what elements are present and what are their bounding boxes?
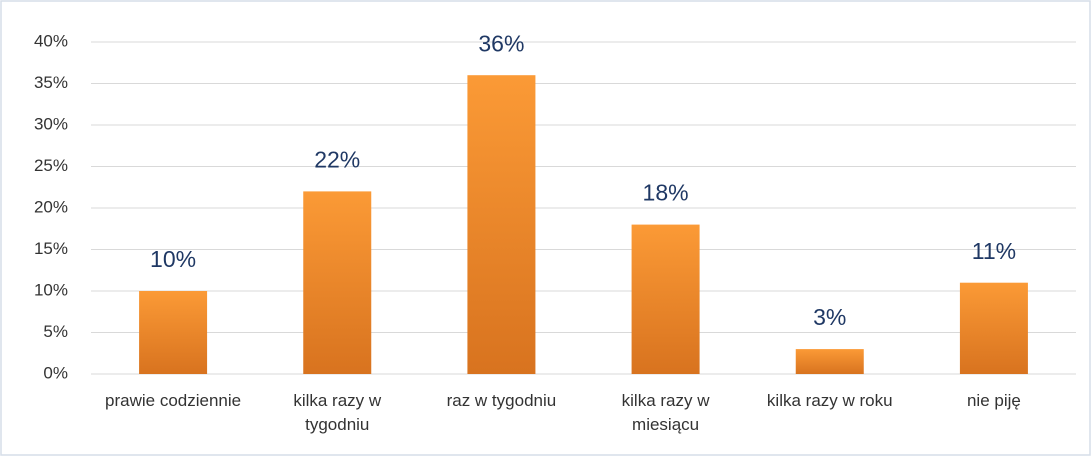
x-tick-label: nie piję — [966, 391, 1021, 410]
y-tick-label: 5% — [43, 322, 68, 341]
x-tick-label: raz w tygodniu — [446, 391, 557, 410]
data-label: 10% — [150, 246, 196, 272]
x-tick-label: kilka razy w roku — [766, 391, 893, 410]
data-label: 3% — [813, 304, 846, 330]
data-label: 36% — [478, 30, 524, 56]
x-tick-label: kilka razy w miesiącu — [621, 391, 710, 434]
bar — [303, 191, 372, 374]
bar — [959, 282, 1028, 374]
y-tick-label: 40% — [34, 31, 68, 50]
bar — [631, 224, 700, 374]
y-tick-label: 0% — [43, 363, 68, 382]
data-label: 18% — [643, 180, 689, 206]
x-tick-label: prawie codziennie — [105, 391, 242, 410]
y-tick-label: 30% — [34, 114, 68, 133]
y-tick-label: 15% — [34, 239, 68, 258]
data-label: 22% — [314, 146, 360, 172]
y-tick-label: 20% — [34, 197, 68, 216]
y-tick-label: 35% — [34, 73, 68, 92]
x-tick-label: kilka razy w tygodniu — [293, 391, 382, 434]
y-tick-label: 10% — [34, 280, 68, 299]
bar — [139, 291, 208, 374]
y-tick-label: 25% — [34, 156, 68, 175]
data-label: 11% — [972, 238, 1016, 264]
bar — [795, 349, 864, 374]
bar — [467, 75, 536, 374]
